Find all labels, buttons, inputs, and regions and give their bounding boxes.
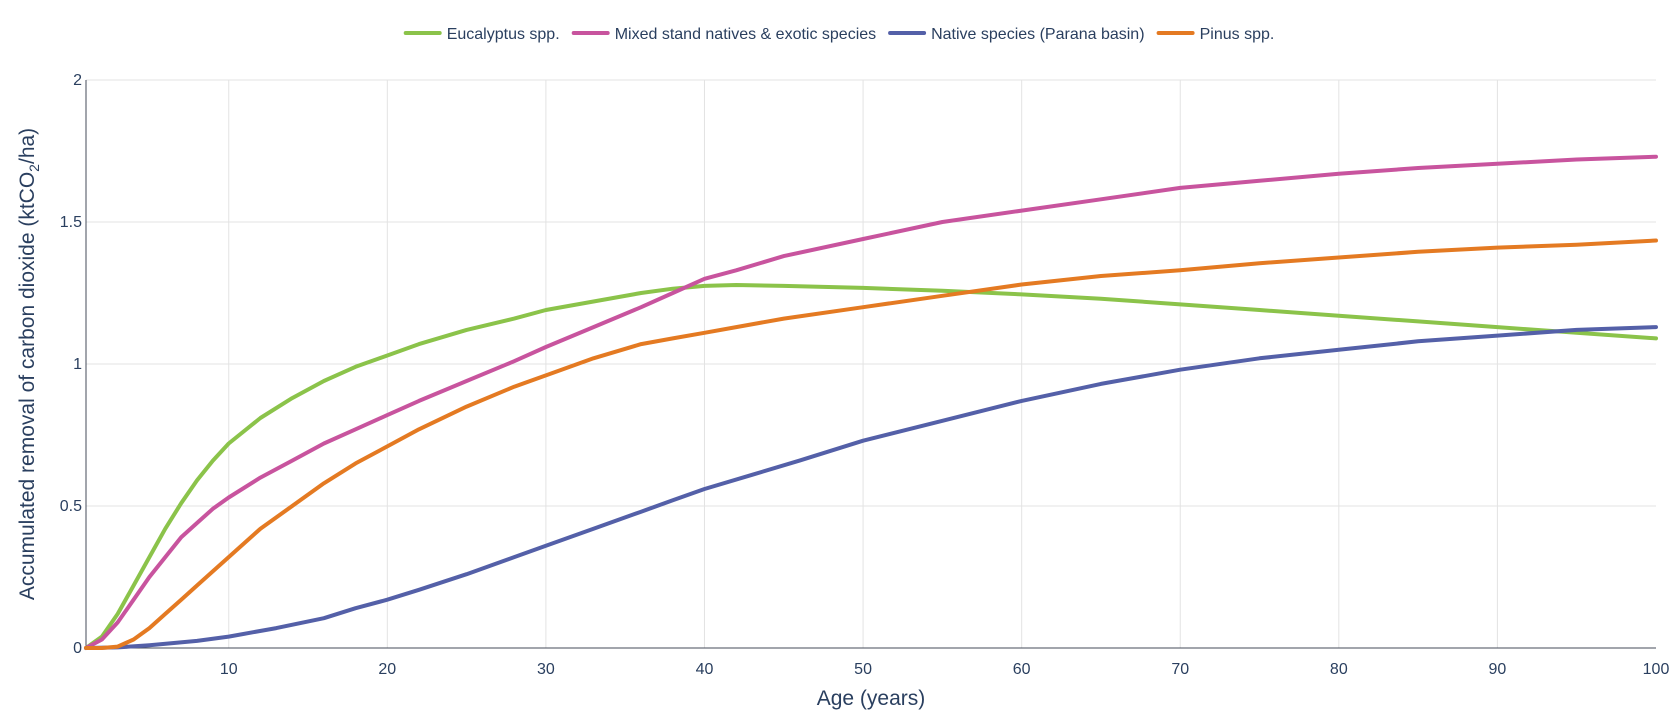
x-tick-label: 30: [537, 661, 555, 678]
x-tick-label: 10: [220, 661, 238, 678]
y-tick-label: 0.5: [60, 498, 82, 515]
x-tick-label: 70: [1171, 661, 1189, 678]
legend-item[interactable]: Mixed stand natives & exotic species: [571, 26, 876, 43]
series-line-0: [84, 283, 1658, 650]
legend-label: Eucalyptus spp.: [447, 26, 560, 43]
y-axis-title-prefix: Accumulated removal of carbon dioxide (k…: [16, 172, 39, 600]
y-axis-title-subscript: 2: [26, 164, 42, 172]
legend: Eucalyptus spp. Mixed stand natives & exo…: [403, 26, 1275, 43]
y-tick-label: 1.5: [60, 214, 82, 231]
x-tick-label: 50: [854, 661, 872, 678]
legend-item[interactable]: Pinus spp.: [1156, 26, 1275, 43]
x-tick-label: 90: [1489, 661, 1507, 678]
x-tick-label: 60: [1013, 661, 1031, 678]
legend-item[interactable]: Eucalyptus spp.: [403, 26, 560, 43]
y-tick-label: 0: [73, 640, 82, 657]
grid: [86, 79, 1656, 648]
series-line-2: [84, 325, 1658, 650]
y-axis-title: Accumulated removal of carbon dioxide (k…: [16, 128, 42, 600]
legend-label: Native species (Parana basin): [931, 26, 1144, 43]
x-tick-label: 80: [1330, 661, 1348, 678]
y-tick-label: 2: [73, 72, 82, 89]
y-axis-title-suffix: /ha): [16, 128, 39, 164]
axes: [85, 80, 1656, 649]
x-tick-label: 40: [696, 661, 714, 678]
x-tick-label: 20: [378, 661, 396, 678]
legend-item[interactable]: Native species (Parana basin): [888, 26, 1145, 43]
series-line-3: [84, 238, 1658, 650]
series-lines: [84, 154, 1658, 650]
x-axis-title: Age (years): [817, 687, 926, 710]
x-tick-label: 100: [1643, 661, 1670, 678]
x-tick-labels: 10 20 30 40 50 60 70 80 90 100: [220, 661, 1670, 678]
y-tick-label: 1: [73, 356, 82, 373]
legend-label: Mixed stand natives & exotic species: [615, 26, 876, 43]
legend-label: Pinus spp.: [1200, 26, 1275, 43]
y-tick-labels: 0 0.5 1 1.5 2: [60, 72, 82, 657]
series-line-1: [84, 154, 1658, 650]
